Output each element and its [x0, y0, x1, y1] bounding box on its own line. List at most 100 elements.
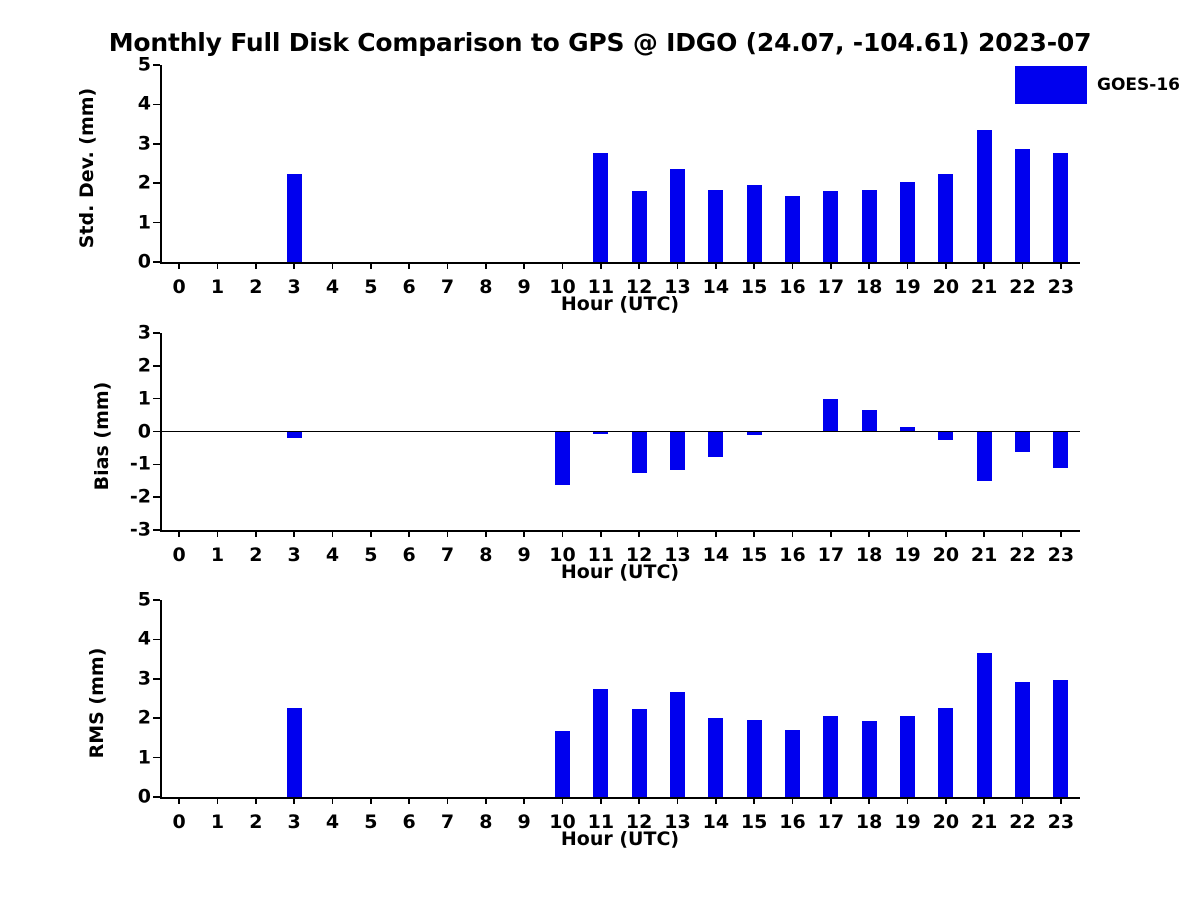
x-axis-tick-label: 16	[779, 811, 806, 833]
panel-std-dev: 0 1 2 3 4 5 0 1 2 3 4 5 6 7 8 9 10 11 12 13 14 15 16 17 18 19 20 21…	[76, 55, 1180, 315]
legend-label-goes16: GOES-16	[1097, 75, 1180, 95]
y-axis-tick	[153, 182, 160, 184]
x-axis-label-bias: Hour (UTC)	[560, 561, 680, 583]
bar	[785, 196, 800, 262]
bar	[631, 431, 647, 473]
y-axis-tick	[153, 463, 160, 466]
y-axis-tick	[153, 64, 160, 66]
y-axis-tick-label: 5	[137, 588, 151, 611]
y-axis-tick-label: 0	[137, 250, 151, 273]
x-axis-tick	[1021, 530, 1024, 537]
bar	[631, 709, 647, 797]
x-axis-tick-label: 1	[210, 276, 225, 298]
x-axis-tick	[446, 262, 449, 269]
y-axis-label-std-dev: Std. Dev. (mm)	[76, 87, 98, 249]
x-axis-tick	[600, 262, 602, 269]
x-axis-tick	[408, 797, 410, 804]
panel-bias: -3 -2 -1 0 1 2 3 0 1 2 3 4 5 6 7 8 9 10 11 12 13 14 15 16 17 18 19…	[91, 323, 1080, 583]
y-axis-label-rms: RMS (mm)	[86, 647, 108, 759]
bar	[746, 431, 762, 436]
x-axis-tick	[676, 797, 679, 804]
x-axis-tick-label: 15	[740, 544, 768, 566]
x-axis-tick	[715, 530, 717, 537]
bar	[593, 689, 609, 797]
x-axis-tick	[638, 262, 640, 269]
x-axis-tick	[446, 797, 449, 804]
bar	[785, 730, 800, 797]
x-axis-tick-label: 19	[894, 811, 921, 833]
y-axis-tick-label: 4	[137, 92, 151, 115]
x-axis-tick	[485, 530, 487, 537]
y-axis-tick-label: 5	[137, 53, 151, 76]
y-axis-tick-label: -3	[129, 518, 151, 541]
y-axis-tick-label: 1	[137, 211, 151, 234]
x-axis-tick-label: 2	[249, 811, 263, 833]
x-axis-tick	[255, 530, 257, 537]
y-axis-tick	[153, 261, 160, 263]
x-axis-tick	[791, 797, 794, 804]
x-axis-tick	[216, 530, 219, 537]
x-axis-tick-label: 14	[702, 276, 730, 298]
y-axis-tick-label: 3	[137, 667, 151, 690]
bar	[938, 431, 954, 440]
x-axis-tick	[1021, 262, 1024, 269]
plot-area-bias: -3 -2 -1 0 1 2 3 0 1 2 3 4 5 6 7 8 9 10 11 12 13 14 15 16 17 18 19…	[130, 323, 1080, 565]
x-axis-tick	[255, 797, 257, 804]
x-axis-tick-label: 21	[970, 276, 998, 298]
x-axis-tick	[293, 797, 295, 804]
x-axis-tick-label: 22	[1009, 276, 1036, 298]
bar	[746, 184, 762, 262]
x-axis-tick	[523, 262, 525, 269]
y-axis-label-bias: Bias (mm)	[91, 381, 113, 491]
x-axis-tick	[830, 262, 832, 269]
x-axis-tick-label: 11	[587, 276, 615, 298]
x-axis-tick-label: 9	[517, 811, 531, 833]
x-axis-tick-label: 20	[932, 811, 960, 833]
bar	[976, 130, 992, 262]
x-axis-tick-label: 16	[779, 544, 806, 566]
legend-std-dev: GOES-16	[1015, 66, 1180, 104]
x-axis-tick-label: 7	[440, 276, 455, 298]
bar	[823, 398, 839, 432]
x-axis-tick	[561, 797, 564, 804]
x-axis-tick	[485, 797, 487, 804]
bar	[938, 174, 954, 262]
x-axis-tick-label: 0	[172, 276, 186, 298]
x-axis-tick-label: 16	[779, 276, 806, 298]
zero-reference-line	[160, 430, 1080, 433]
x-axis-tick-label: 11	[587, 811, 615, 833]
x-axis-tick-label: 20	[932, 544, 960, 566]
x-axis-tick-label: 4	[325, 811, 340, 833]
x-axis-tick-label: 2	[249, 544, 263, 566]
x-axis-tick	[715, 262, 717, 269]
x-axis-tick-label: 7	[440, 811, 455, 833]
x-axis-tick-label: 5	[364, 544, 378, 566]
x-axis-tick	[1060, 262, 1062, 269]
x-axis-tick-label: 22	[1009, 811, 1036, 833]
x-axis-tick	[293, 262, 295, 269]
y-axis-tick-label: 3	[137, 132, 151, 155]
y-axis-tick-label: -1	[129, 452, 151, 475]
x-axis-tick-label: 11	[587, 544, 615, 566]
legend-swatch-goes16	[1015, 66, 1087, 104]
x-axis-tick	[906, 262, 909, 269]
y-axis-tick-label: 2	[137, 171, 151, 194]
x-axis-tick	[676, 262, 679, 269]
x-axis-tick-label: 1	[210, 544, 225, 566]
y-axis-tick-label: 4	[137, 627, 151, 650]
page-title: Monthly Full Disk Comparison to GPS @ ID…	[108, 28, 1092, 57]
x-axis-tick	[638, 530, 640, 537]
bar	[593, 431, 609, 434]
x-axis-tick	[1060, 530, 1062, 537]
bar	[593, 152, 609, 262]
x-axis-tick-label: 6	[402, 276, 416, 298]
y-axis-tick-label: 2	[137, 354, 151, 377]
x-axis-spine	[160, 262, 1080, 264]
x-axis-tick-label: 4	[325, 544, 340, 566]
x-axis-tick	[331, 262, 334, 269]
bar	[1053, 431, 1069, 468]
x-axis-tick-label: 19	[894, 544, 921, 566]
x-axis-tick	[983, 797, 985, 804]
x-axis-tick	[178, 262, 180, 269]
x-axis-tick	[830, 530, 832, 537]
